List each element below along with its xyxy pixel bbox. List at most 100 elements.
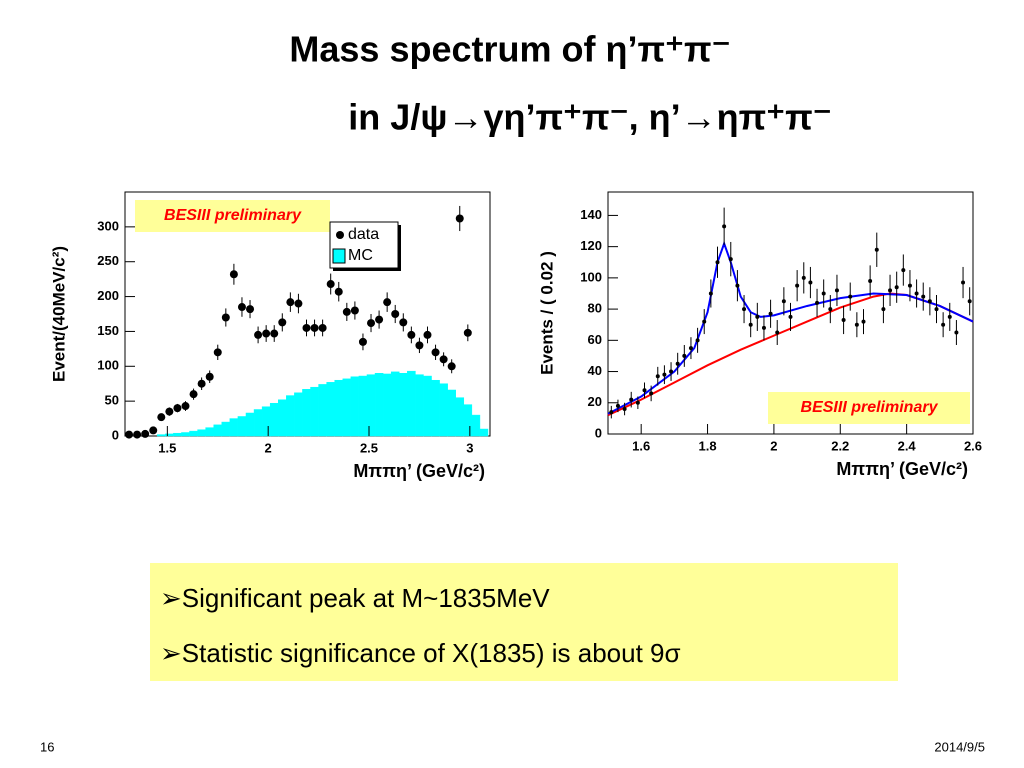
- histogram-bar: [358, 375, 368, 437]
- data-point: [907, 283, 912, 288]
- x-tick-label: 2.4: [898, 438, 917, 453]
- data-point: [375, 315, 384, 324]
- data-point: [350, 306, 359, 315]
- data-point: [695, 338, 700, 343]
- histogram-bar: [350, 376, 360, 437]
- x-tick-label: 2.2: [831, 438, 849, 453]
- data-point: [463, 328, 472, 337]
- x-tick-label: 1.5: [158, 440, 176, 455]
- data-point: [173, 404, 182, 413]
- y-tick-label: 80: [588, 301, 602, 316]
- histogram-bar: [197, 429, 206, 437]
- data-point: [294, 299, 303, 308]
- data-point: [237, 303, 246, 312]
- data-point: [149, 426, 158, 435]
- data-point: [795, 283, 800, 288]
- histogram-bar: [189, 430, 198, 437]
- data-point: [702, 319, 707, 324]
- histogram-bar: [221, 421, 231, 437]
- data-point: [954, 330, 959, 335]
- histogram-bar: [366, 374, 376, 437]
- histogram-bar: [399, 373, 408, 437]
- bullet-text: Significant peak at M~1835MeV: [182, 583, 550, 613]
- data-point: [934, 307, 939, 312]
- data-point: [861, 319, 866, 324]
- data-point: [125, 430, 134, 439]
- data-point: [854, 322, 859, 327]
- histogram-bar: [237, 416, 247, 437]
- data-point: [642, 388, 647, 393]
- annotation: BESIII preliminary: [801, 399, 939, 416]
- histogram-bar: [382, 373, 392, 437]
- chart: 1.6 1.8 2 2.2 2.4 2.6 0 20 40 60 80 100 120 140 Mππη’ …: [537, 191, 982, 479]
- date: 2014/9/5: [934, 739, 985, 754]
- data-point: [342, 307, 351, 316]
- data-point: [894, 285, 899, 290]
- histogram-bar: [165, 433, 174, 437]
- data-point: [133, 430, 142, 439]
- data-point: [868, 278, 873, 283]
- data-point: [286, 298, 295, 307]
- histogram-bar: [479, 428, 489, 437]
- data-point: [181, 402, 190, 411]
- bullet: ➢Statistic significance of X(1835) is ab…: [160, 638, 681, 668]
- data-point: [157, 413, 166, 422]
- data-point: [189, 390, 198, 399]
- data-point: [197, 379, 206, 388]
- histogram-bar: [447, 389, 456, 437]
- histogram-bar: [334, 379, 344, 437]
- x-tick-label: 2: [770, 438, 777, 453]
- data-point: [334, 287, 343, 296]
- title-line2: in J/ψ→γη’π⁺π⁻, η’→ηπ⁺π⁻: [348, 97, 831, 138]
- y-tick-label: 60: [588, 332, 602, 347]
- x-axis-label: Mππη’ (GeV/c²): [836, 459, 968, 479]
- bullet-arrow: ➢: [160, 638, 182, 668]
- data-point: [431, 348, 440, 357]
- data-point: [615, 403, 620, 408]
- histogram-bar: [294, 392, 303, 437]
- data-point: [367, 319, 376, 328]
- data-point: [841, 318, 846, 323]
- histogram-bar: [181, 432, 190, 437]
- x-tick-label: 2.6: [964, 438, 982, 453]
- page-number: 16: [40, 739, 54, 754]
- data-point: [318, 323, 327, 332]
- data-point: [221, 313, 230, 322]
- data-point: [669, 369, 674, 374]
- data-point: [383, 298, 392, 307]
- bullet-text: Statistic significance of X(1835) is abo…: [182, 638, 681, 668]
- data-point: [735, 283, 740, 288]
- data-point: [326, 280, 335, 289]
- bullet-arrow: ➢: [160, 583, 182, 613]
- y-tick-label: 100: [580, 269, 602, 284]
- data-point: [649, 391, 654, 396]
- data-point: [655, 374, 660, 379]
- histogram-bar: [374, 373, 384, 437]
- data-point: [609, 410, 614, 415]
- histogram-bar: [269, 402, 279, 437]
- y-tick-label: 200: [97, 288, 119, 303]
- data-point: [834, 288, 839, 293]
- annotation-box: [768, 392, 970, 424]
- data-point: [455, 214, 464, 223]
- data-point: [815, 300, 820, 305]
- data-point: [781, 299, 786, 304]
- y-tick-label: 0: [112, 427, 119, 442]
- data-point: [967, 299, 972, 304]
- legend-swatch: [332, 248, 346, 264]
- data-point: [278, 318, 287, 327]
- legend-label: data: [348, 226, 379, 243]
- bullet-box: [150, 563, 898, 681]
- data-point: [302, 323, 311, 332]
- histogram-bar: [229, 418, 239, 437]
- y-tick-label: 100: [97, 358, 119, 373]
- data-point: [439, 355, 448, 364]
- histogram-bar: [205, 427, 214, 437]
- data-point: [254, 330, 263, 339]
- histogram-bar: [157, 434, 166, 437]
- data-point: [629, 397, 634, 402]
- y-tick-label: 50: [105, 393, 119, 408]
- data-point: [728, 257, 733, 262]
- y-tick-label: 140: [580, 207, 602, 222]
